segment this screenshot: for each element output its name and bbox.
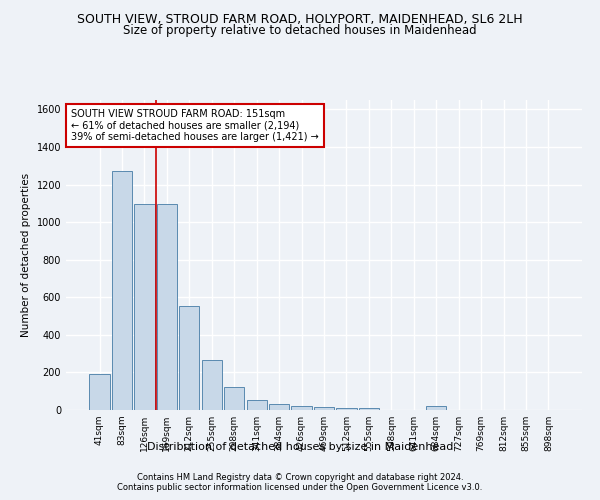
Y-axis label: Number of detached properties: Number of detached properties bbox=[21, 173, 31, 337]
Bar bbox=[314, 407, 334, 410]
Text: SOUTH VIEW STROUD FARM ROAD: 151sqm
← 61% of detached houses are smaller (2,194): SOUTH VIEW STROUD FARM ROAD: 151sqm ← 61… bbox=[71, 110, 319, 142]
Text: SOUTH VIEW, STROUD FARM ROAD, HOLYPORT, MAIDENHEAD, SL6 2LH: SOUTH VIEW, STROUD FARM ROAD, HOLYPORT, … bbox=[77, 12, 523, 26]
Bar bbox=[292, 406, 311, 410]
Bar bbox=[247, 400, 267, 410]
Text: Contains public sector information licensed under the Open Government Licence v3: Contains public sector information licen… bbox=[118, 484, 482, 492]
Bar bbox=[179, 306, 199, 410]
Bar bbox=[89, 374, 110, 410]
Bar bbox=[337, 408, 356, 410]
Bar bbox=[426, 406, 446, 410]
Bar bbox=[202, 360, 222, 410]
Bar bbox=[112, 172, 132, 410]
Bar bbox=[157, 204, 177, 410]
Bar bbox=[134, 204, 155, 410]
Text: Size of property relative to detached houses in Maidenhead: Size of property relative to detached ho… bbox=[123, 24, 477, 37]
Bar bbox=[269, 404, 289, 410]
Text: Distribution of detached houses by size in Maidenhead: Distribution of detached houses by size … bbox=[147, 442, 453, 452]
Bar bbox=[359, 408, 379, 410]
Text: Contains HM Land Registry data © Crown copyright and database right 2024.: Contains HM Land Registry data © Crown c… bbox=[137, 472, 463, 482]
Bar bbox=[224, 388, 244, 410]
